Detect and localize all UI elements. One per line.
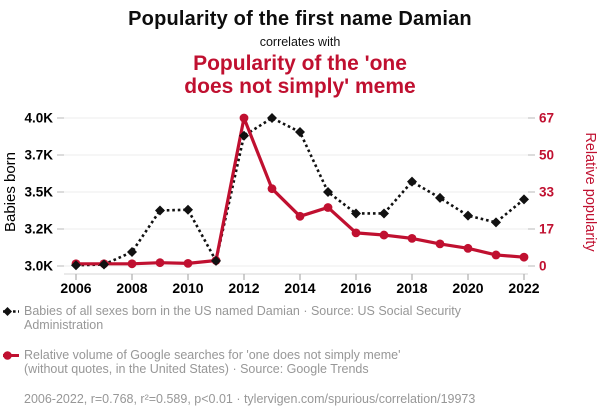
left-axis-title: Babies born xyxy=(2,152,19,232)
right-axis-tick-label: 67 xyxy=(539,111,554,126)
right-axis-tick-label: 0 xyxy=(539,259,547,274)
right-axis-title: Relative popularity xyxy=(582,132,598,252)
diamond-marker xyxy=(155,205,165,216)
circle-marker xyxy=(323,203,333,212)
legend: Babies of all sexes born in the US named… xyxy=(3,304,595,406)
x-axis-tick-label: 2010 xyxy=(172,280,203,296)
diamond-marker xyxy=(239,130,249,141)
diamond-marker xyxy=(463,210,473,221)
circle-marker xyxy=(351,228,361,238)
series-line-red xyxy=(76,116,525,266)
diamond-marker xyxy=(183,204,193,215)
circle-marker xyxy=(267,184,277,194)
stats-citation-text: 2006-2022, r=0.768, r²=0.589, p<0.01 · t… xyxy=(24,392,476,406)
x-axis-tick-label: 2008 xyxy=(116,280,147,296)
x-axis-tick-label: 2016 xyxy=(340,280,371,296)
diamond-marker xyxy=(211,255,221,266)
diamond-marker xyxy=(267,113,277,123)
red-circle-solid-icon xyxy=(3,351,19,360)
legend-item-meme: Relative volume of Google searches for '… xyxy=(3,348,595,376)
diamond-marker xyxy=(379,208,389,219)
chart-title-secondary: Popularity of the 'one does not simply' … xyxy=(0,52,600,98)
circle-marker xyxy=(127,259,137,269)
x-axis-tick-label: 2018 xyxy=(396,280,427,296)
circle-marker xyxy=(379,230,389,240)
circle-marker xyxy=(407,233,417,243)
diamond-marker xyxy=(407,176,417,187)
x-axis-tick-label: 2014 xyxy=(284,280,315,296)
circle-marker xyxy=(155,258,165,268)
legend-item-babies-text: Babies of all sexes born in the US named… xyxy=(24,304,462,332)
diamond-marker xyxy=(435,192,445,203)
left-axis-tick-label: 3.7K xyxy=(24,148,53,163)
right-axis-tick-label: 33 xyxy=(539,185,555,200)
circle-marker xyxy=(519,252,529,262)
chart-title-secondary-line2: does not simply' meme xyxy=(184,75,416,98)
legend-item-babies: Babies of all sexes born in the US named… xyxy=(3,304,595,332)
circle-marker xyxy=(491,250,501,260)
circle-marker xyxy=(435,239,445,249)
circle-marker xyxy=(183,258,193,268)
x-axis-tick-label: 2006 xyxy=(60,280,91,296)
right-axis-tick-label: 17 xyxy=(539,222,554,237)
diamond-marker xyxy=(323,187,333,197)
x-axis-tick-label: 2022 xyxy=(508,280,539,296)
black-diamond-dashed-icon xyxy=(3,307,19,316)
diamond-marker xyxy=(295,127,305,138)
legend-stats-line: 2006-2022, r=0.768, r²=0.589, p<0.01 · t… xyxy=(3,392,595,406)
left-axis-tick-label: 3.5K xyxy=(24,185,53,200)
x-axis-tick-label: 2012 xyxy=(228,280,259,296)
diamond-marker xyxy=(491,217,501,228)
line-chart-plot: 3.0K 0 3.2K 17 3.5K 33 3.7K 50 4.0K 67 2006 2008 201… xyxy=(2,111,598,297)
diamond-marker xyxy=(127,246,137,257)
circle-marker xyxy=(239,113,249,123)
chart-title-secondary-line1: Popularity of the 'one xyxy=(193,52,407,75)
x-axis-tick-label: 2020 xyxy=(452,280,483,296)
chart-title: Popularity of the first name Damian xyxy=(128,8,472,30)
left-axis-tick-label: 4.0K xyxy=(24,111,53,126)
circle-marker xyxy=(463,243,473,253)
diamond-marker xyxy=(351,208,361,219)
left-axis-tick-label: 3.0K xyxy=(24,259,53,274)
right-axis-tick-label: 50 xyxy=(539,148,554,163)
diamond-marker xyxy=(519,194,529,205)
correlates-with-label: correlates with xyxy=(259,35,341,49)
diamond-marker xyxy=(99,259,109,270)
legend-item-meme-text: Relative volume of Google searches for '… xyxy=(24,348,401,376)
diamond-marker xyxy=(71,260,81,271)
left-axis-tick-label: 3.2K xyxy=(24,222,53,237)
circle-marker xyxy=(295,211,305,221)
